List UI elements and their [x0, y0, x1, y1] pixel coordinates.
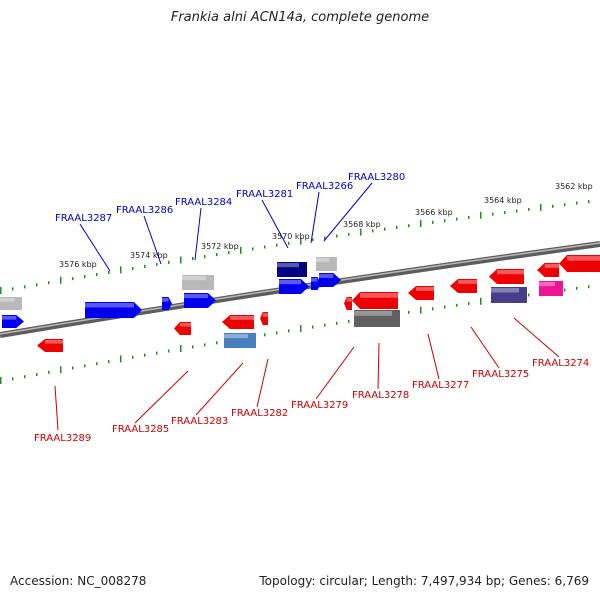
feature-fwd-FRAAL3287: [85, 302, 142, 318]
gene-label-FRAAL3283: FRAAL3283: [171, 416, 228, 427]
gene-label-FRAAL3277: FRAAL3277: [412, 380, 469, 391]
leader-FRAAL3282: [256, 358, 269, 408]
feature-slate-FRAAL3275: [491, 287, 527, 303]
tick-dot-track: [0, 200, 590, 384]
feature-fwd-1: [2, 315, 24, 328]
gene-features: [0, 255, 600, 352]
gene-labels: FRAAL3287 FRAAL3286 FRAAL3284 FRAAL3281 …: [34, 172, 589, 444]
feature-rev-FRAAL3276: [450, 279, 477, 293]
gene-label-FRAAL3275: FRAAL3275: [472, 369, 529, 380]
gene-label-FRAAL3266: FRAAL3266: [296, 181, 353, 192]
leader-FRAAL3285: [134, 370, 189, 424]
feature-fwd-FRAAL3280: [319, 273, 341, 287]
tick-label-3572: 3572 kbp: [201, 242, 239, 251]
feature-grey-FRAAL3278: [354, 310, 400, 327]
tick-labels: 3562 kbp 3564 kbp 3566 kbp 3568 kbp 3570…: [59, 182, 593, 269]
gene-label-FRAAL3289: FRAAL3289: [34, 433, 91, 444]
feature-grey-FRAAL3284: [182, 275, 214, 290]
feature-steel-FRAAL3282: [224, 333, 256, 348]
leader-FRAAL3266: [310, 191, 320, 244]
gene-label-FRAAL3285: FRAAL3285: [112, 424, 169, 435]
accession-text: Accession: NC_008278: [10, 574, 147, 588]
map-title: Frankia alni ACN14a, complete genome: [170, 10, 430, 25]
tick-label-3566: 3566 kbp: [415, 208, 453, 217]
feature-navy-FRAAL3281: [277, 262, 307, 277]
tick-label-3568: 3568 kbp: [343, 220, 381, 229]
feature-rev-FRAAL3283: [222, 315, 254, 329]
leader-FRAAL3277: [427, 333, 440, 380]
gene-label-FRAAL3278: FRAAL3278: [352, 390, 409, 401]
feature-rev-FRAAL3285: [174, 322, 191, 335]
leader-FRAAL3274: [513, 317, 560, 358]
gene-label-FRAAL3282: FRAAL3282: [231, 408, 288, 419]
upper-tick-track: [0, 200, 590, 294]
tick-label-3562: 3562 kbp: [555, 182, 593, 191]
feature-rev-small: [344, 297, 352, 310]
feature-rev-FRAAL3275a: [489, 269, 524, 284]
tick-label-3574: 3574 kbp: [130, 251, 168, 260]
leader-FRAAL3289: [54, 385, 59, 431]
feature-fwd-FRAAL3286: [162, 297, 172, 310]
leader-FRAAL3287: [79, 223, 111, 272]
feature-fwd-FRAAL3281b: [279, 279, 309, 294]
feature-rev-FRAAL3289: [37, 339, 63, 352]
leader-FRAAL3284: [194, 207, 202, 261]
topology-summary: Topology: circular; Length: 7,497,934 bp…: [259, 574, 589, 588]
gene-label-FRAAL3279: FRAAL3279: [291, 400, 348, 411]
tick-label-3576: 3576 kbp: [59, 260, 97, 269]
feature-rev-FRAAL3274a: [537, 263, 559, 277]
gene-label-FRAAL3284: FRAAL3284: [175, 197, 232, 208]
leader-FRAAL3275: [470, 326, 500, 369]
feature-fwd-FRAAL3266: [311, 277, 321, 290]
feature-rev-right: [559, 255, 600, 272]
label-leaders: [54, 182, 560, 431]
feature-grey-left: [0, 297, 22, 310]
leader-FRAAL3280: [323, 182, 373, 242]
leader-FRAAL3283: [195, 362, 244, 416]
gene-label-FRAAL3274: FRAAL3274: [532, 358, 589, 369]
feature-rev-FRAAL3279: [352, 292, 398, 309]
leader-FRAAL3278: [377, 342, 380, 390]
feature-grey-FRAAL3280: [316, 257, 337, 271]
gene-label-FRAAL3281: FRAAL3281: [236, 189, 293, 200]
feature-fwd-FRAAL3284: [184, 293, 216, 308]
gene-label-FRAAL3286: FRAAL3286: [116, 205, 173, 216]
tick-label-3564: 3564 kbp: [484, 196, 522, 205]
gene-label-FRAAL3280: FRAAL3280: [348, 172, 405, 183]
leader-FRAAL3286: [143, 215, 162, 265]
feature-rev-FRAAL3277: [408, 286, 434, 300]
feature-rev-FRAAL3282a: [260, 312, 268, 325]
leader-FRAAL3279: [315, 346, 355, 400]
feature-pink-FRAAL3274: [539, 281, 563, 296]
tick-label-3570: 3570 kbp: [272, 232, 310, 241]
leader-FRAAL3281: [261, 199, 289, 249]
gene-label-FRAAL3287: FRAAL3287: [55, 213, 112, 224]
